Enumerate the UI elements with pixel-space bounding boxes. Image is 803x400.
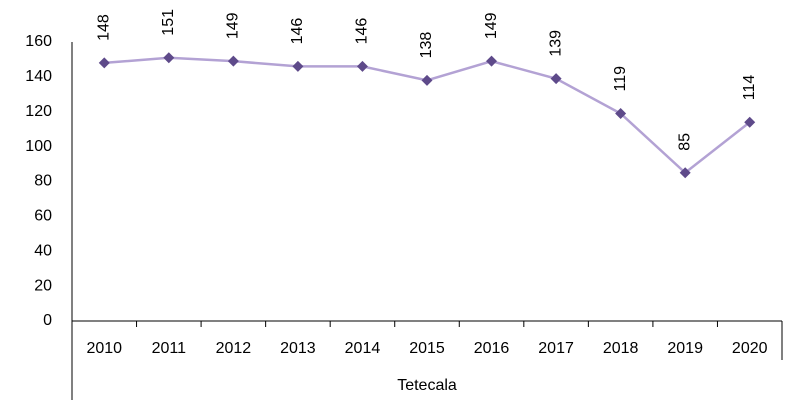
data-label: 85 [676, 133, 693, 151]
y-tick-label: 120 [25, 103, 52, 120]
data-label: 146 [289, 18, 306, 45]
marker [356, 60, 368, 72]
marker [550, 73, 562, 85]
data-label: 139 [547, 30, 564, 57]
x-tick-label: 2015 [409, 340, 445, 357]
marker [292, 60, 304, 72]
x-tick-label: 2020 [732, 340, 768, 357]
data-label: 148 [95, 14, 112, 41]
data-label: 114 [741, 75, 758, 101]
y-tick-label: 140 [25, 68, 52, 85]
marker [486, 55, 498, 67]
y-tick-label: 160 [25, 33, 52, 50]
y-tick-label: 0 [43, 312, 52, 329]
category-group-label: Tetecala [397, 377, 457, 394]
data-label: 151 [160, 9, 177, 36]
data-label: 138 [418, 32, 435, 59]
x-tick-label: 2010 [86, 340, 122, 357]
y-tick-label: 60 [34, 208, 52, 225]
marker [615, 107, 627, 119]
x-tick-label: 2014 [345, 340, 381, 357]
y-tick-label: 80 [34, 173, 52, 190]
marker [421, 74, 433, 86]
x-tick-label: 2016 [474, 340, 510, 357]
marker [744, 116, 756, 128]
data-label: 119 [612, 66, 629, 92]
x-tick-label: 2012 [216, 340, 252, 357]
y-tick-label: 20 [34, 277, 52, 294]
marker [98, 57, 110, 69]
data-label: 149 [225, 12, 242, 39]
x-tick-label: 2018 [603, 340, 639, 357]
y-tick-label: 100 [25, 138, 52, 155]
y-tick-label: 40 [34, 242, 52, 259]
x-tick-label: 2011 [152, 340, 187, 357]
data-label: 149 [483, 12, 500, 39]
marker [227, 55, 239, 67]
x-tick-label: 2013 [280, 340, 316, 357]
x-tick-label: 2019 [667, 340, 703, 357]
marker [163, 52, 175, 64]
marker [679, 167, 691, 179]
data-label: 146 [354, 18, 371, 45]
x-tick-label: 2017 [538, 340, 574, 357]
